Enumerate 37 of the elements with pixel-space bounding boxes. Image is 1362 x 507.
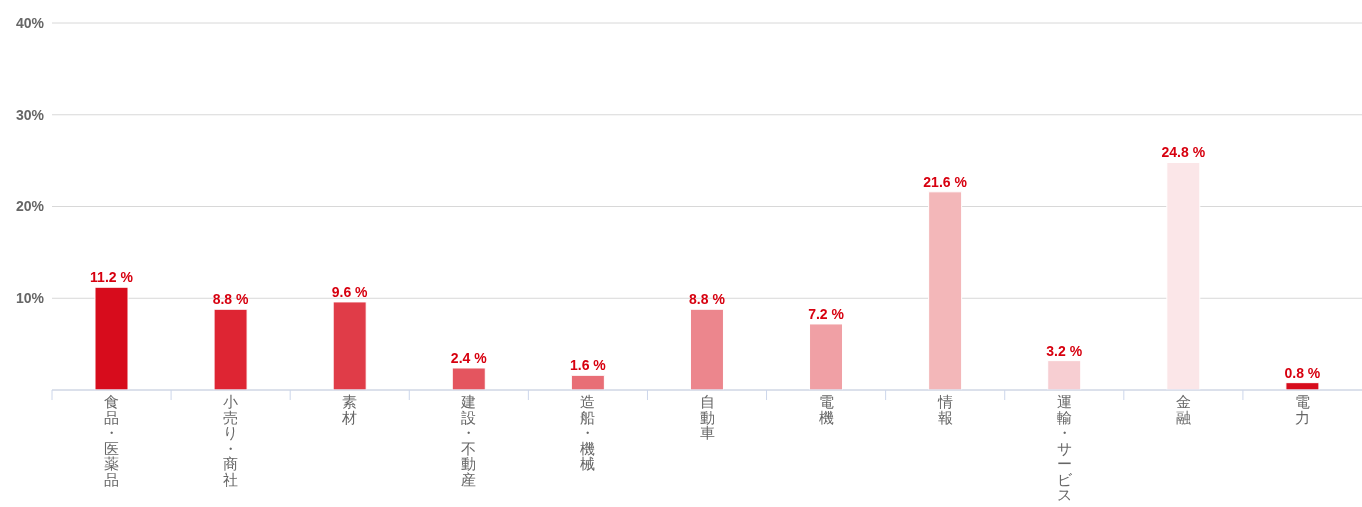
y-tick-label: 40% — [15, 14, 45, 31]
data-label: 7.2 % — [808, 305, 845, 322]
data-label: 1.6 % — [569, 357, 607, 374]
x-tick-label: 情報 — [936, 393, 953, 427]
data-label: 21.6 % — [923, 173, 968, 190]
x-tick-label: 小売り・商社 — [223, 393, 239, 489]
y-tick-label: 10% — [15, 290, 45, 307]
x-tick-label: 素材 — [341, 393, 358, 427]
data-label: 3.2 % — [1046, 342, 1083, 359]
bar — [809, 323, 844, 390]
bar — [689, 308, 724, 390]
bar — [1047, 360, 1082, 390]
x-tick-label: 金融 — [1175, 393, 1191, 427]
bar — [1285, 382, 1320, 390]
data-label: 2.4 % — [450, 349, 488, 366]
y-tick-label: 20% — [15, 198, 45, 215]
bar — [332, 301, 367, 390]
bar — [451, 367, 486, 390]
x-tick-label: 造船・機械 — [580, 393, 596, 473]
bar — [94, 286, 129, 390]
x-tick-label: 食品・医薬品 — [104, 393, 120, 489]
data-label: 0.8 % — [1284, 364, 1321, 381]
bar — [213, 308, 248, 390]
bar — [928, 191, 963, 390]
x-tick-label: 電機 — [818, 393, 834, 427]
data-label: 24.8 % — [1161, 144, 1206, 161]
bar — [570, 374, 605, 390]
data-label: 8.8 % — [689, 291, 726, 308]
x-tick-label: 運輸・サービス — [1056, 393, 1073, 504]
x-tick-label: 建設・不動産 — [460, 393, 477, 489]
data-label: 9.6 % — [331, 283, 369, 300]
data-label: 11.2 % — [90, 269, 134, 286]
x-tick-label: 電力 — [1294, 393, 1310, 427]
data-label: 8.8 % — [212, 291, 250, 308]
x-tick-label: 自動車 — [699, 393, 715, 442]
bar — [1166, 161, 1201, 390]
y-tick-label: 30% — [15, 106, 45, 123]
